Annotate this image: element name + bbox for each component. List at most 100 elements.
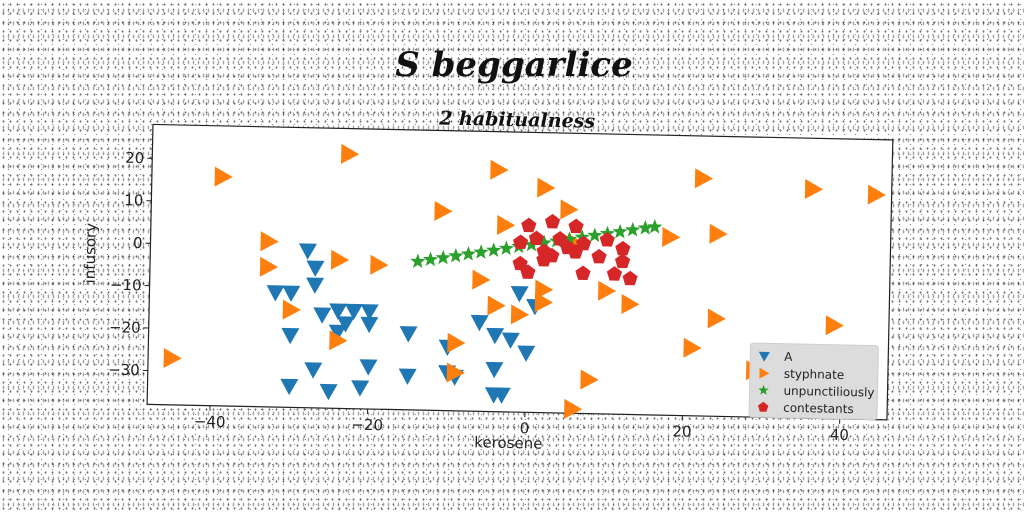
data-point [694,168,714,189]
data-point [709,223,728,244]
chart-title: S beggarlice [395,45,632,85]
legend-marker [758,384,769,395]
data-point [434,200,453,221]
data-point [485,361,504,379]
data-point [330,249,350,270]
data-point [825,315,844,336]
legend-marker [757,401,769,412]
data-point [625,221,641,237]
data-point [447,332,466,353]
data-point [510,304,530,325]
data-point [304,362,323,379]
y-axis-ticks: −30 −20 −10 0 10 20 [108,149,153,380]
data-point [266,285,285,302]
data-point [867,184,886,205]
data-point [359,359,378,376]
data-point [260,231,279,252]
data-point [575,235,592,251]
data-point [606,266,623,281]
data-point [804,179,824,200]
y-tick-label: 10 [124,191,143,209]
data-point [360,304,379,321]
data-point [520,264,536,279]
data-point [298,243,317,260]
data-point [647,219,663,234]
y-tick-label: −20 [109,318,141,337]
data-point [313,307,332,324]
data-point [448,247,464,263]
data-point [360,316,379,334]
x-axis-label: kerosene [474,433,543,452]
x-tick-label: −40 [194,412,226,431]
chart-subtitle: 2 habitualness [438,107,596,132]
data-point [306,277,325,294]
data-point [336,316,355,333]
data-point [501,332,520,349]
data-point [560,239,576,255]
data-point [399,326,418,343]
data-point [512,255,528,271]
data-point [568,218,584,234]
y-tick-label: 20 [125,149,144,167]
y-axis-label: infusory [81,223,100,284]
data-point [398,368,417,385]
legend-label: contestants [783,401,854,416]
data-point [563,398,583,419]
data-point [496,215,516,236]
x-axis-ticks: −40 −20 0 20 40 [194,405,849,444]
legend-label: A [784,350,793,364]
data-point [490,159,509,180]
data-point [614,253,631,269]
y-tick-label: −10 [110,276,142,295]
data-point [410,253,426,269]
x-tick-label: 40 [830,426,849,444]
data-point [214,166,233,187]
data-point [517,345,536,362]
series-3 [512,213,638,286]
data-point [536,234,552,250]
data-point [510,285,529,303]
data-point [344,303,363,321]
data-point [319,383,338,401]
plot-group: 2 habitualness −40 −20 0 20 40 −30 −20 −10 0 10 2… [81,107,894,453]
legend-marker [759,367,770,379]
legend-label: styphnate [784,367,845,382]
data-point [472,269,491,290]
data-point [560,199,579,220]
data-point [536,243,552,259]
data-point [552,231,568,246]
y-tick-label: 0 [133,234,143,252]
data-point [597,280,617,301]
data-point [282,299,301,320]
data-point [612,223,628,239]
data-point [662,226,681,247]
legend-marker [758,351,770,362]
data-point [329,303,348,320]
data-point [575,265,591,281]
data-point [487,295,506,316]
data-point [683,337,702,358]
data-point [259,256,279,277]
data-point [528,230,545,246]
data-point [591,248,607,264]
data-point [534,292,553,313]
data-point [707,308,726,329]
x-tick-label: 0 [520,419,530,437]
data-point [580,369,599,390]
data-point [163,348,182,369]
data-point [473,244,489,259]
series-0 [266,243,545,404]
data-point [422,251,439,267]
data-point [486,327,505,345]
data-point [340,143,360,164]
data-point [460,246,477,261]
data-point [492,387,511,404]
x-tick-label: −20 [351,416,383,435]
legend-box [748,342,879,421]
data-point [306,260,325,277]
y-tick-label: −30 [108,361,140,380]
data-point [587,227,603,243]
data-point [535,279,554,300]
